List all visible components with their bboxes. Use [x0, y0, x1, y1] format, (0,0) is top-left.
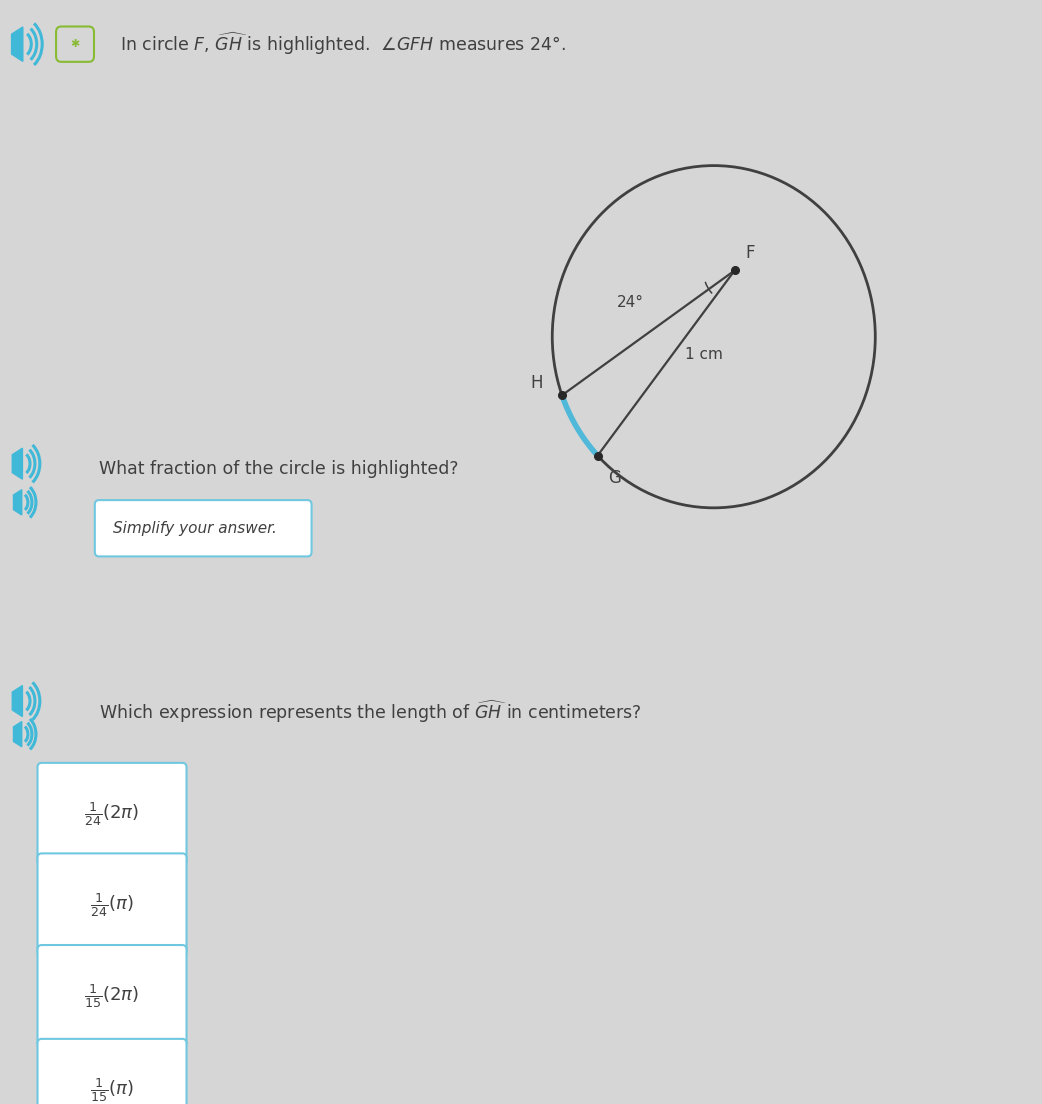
Text: ✱: ✱: [71, 39, 79, 50]
Text: H: H: [530, 374, 543, 392]
Text: What fraction of the circle is highlighted?: What fraction of the circle is highlight…: [99, 460, 458, 478]
Polygon shape: [14, 490, 22, 514]
Polygon shape: [13, 686, 23, 716]
Text: $\frac{1}{24}(\pi)$: $\frac{1}{24}(\pi)$: [91, 891, 133, 919]
Text: 1 cm: 1 cm: [685, 347, 723, 362]
Text: In circle $F$, $\widehat{GH}$ is highlighted.  $\angle GFH$ measures 24°.: In circle $F$, $\widehat{GH}$ is highlig…: [120, 31, 566, 57]
Text: 24°: 24°: [617, 295, 644, 310]
FancyBboxPatch shape: [38, 763, 187, 866]
FancyBboxPatch shape: [38, 945, 187, 1048]
Text: $\frac{1}{15}(\pi)$: $\frac{1}{15}(\pi)$: [91, 1076, 133, 1104]
FancyBboxPatch shape: [38, 1039, 187, 1104]
Text: Simplify your answer.: Simplify your answer.: [113, 521, 276, 537]
FancyBboxPatch shape: [38, 853, 187, 956]
Polygon shape: [13, 448, 23, 479]
Text: F: F: [745, 244, 754, 262]
Polygon shape: [11, 26, 23, 62]
Text: $\frac{1}{24}(2\pi)$: $\frac{1}{24}(2\pi)$: [84, 800, 140, 828]
Polygon shape: [14, 722, 22, 746]
Text: Which expression represents the length of $\widehat{GH}$ in centimeters?: Which expression represents the length o…: [99, 699, 642, 725]
FancyBboxPatch shape: [95, 500, 312, 556]
Text: G: G: [609, 469, 621, 487]
Text: $\frac{1}{15}(2\pi)$: $\frac{1}{15}(2\pi)$: [84, 983, 140, 1010]
